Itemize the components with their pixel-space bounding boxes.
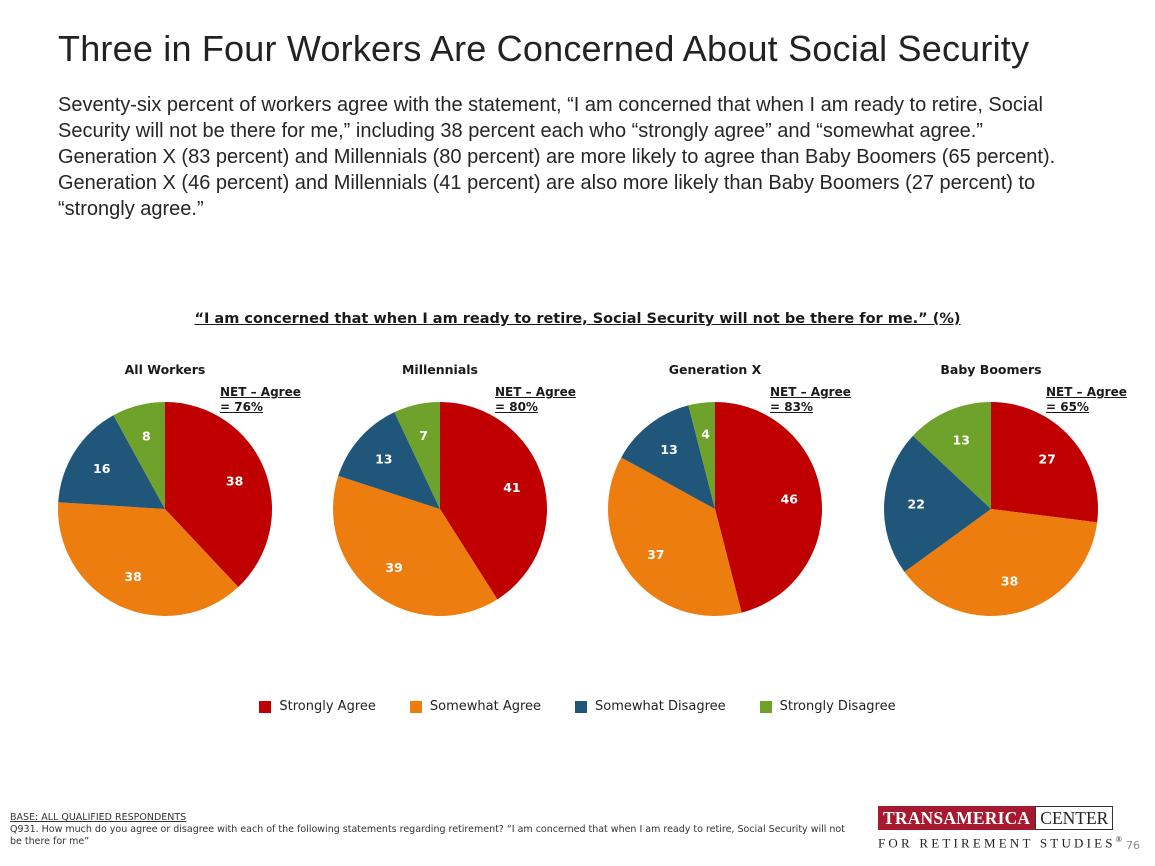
pie-slice-somewhat-disagree (621, 405, 715, 509)
pie-data-label: 46 (781, 492, 799, 507)
pie-data-label: 38 (226, 473, 243, 488)
pie-data-label: 38 (1001, 574, 1018, 589)
pie-slice-somewhat-disagree (58, 415, 166, 509)
pie-slice-strongly-agree (715, 402, 822, 613)
legend-swatch (409, 700, 422, 713)
pie-slice-somewhat-agree (904, 509, 1098, 616)
footnote: BASE: ALL QUALIFIED RESPONDENTS Q931. Ho… (10, 812, 850, 848)
pie-slice-strongly-disagree (113, 402, 165, 509)
chart-title: “I am concerned that when I am ready to … (194, 311, 961, 327)
pie-slice-somewhat-agree (608, 457, 742, 616)
pie-data-label: 41 (503, 480, 520, 495)
transamerica-logo: TRANSAMERICA CENTER FOR RETIREMENT STUDI… (878, 806, 1122, 858)
pie-data-label: 37 (647, 547, 664, 562)
pie-slice-somewhat-disagree (338, 412, 440, 509)
net-label-line1: NET – Agree (770, 385, 851, 399)
pie-slice-strongly-agree (165, 402, 272, 587)
pie-data-label: 13 (953, 432, 970, 447)
pie-data-label: 8 (142, 428, 151, 443)
pie-data-label: 16 (93, 461, 111, 476)
net-label-line1: NET – Agree (495, 385, 576, 399)
net-label-line2: = 76% (220, 400, 263, 414)
pie-slice-strongly-disagree (913, 402, 991, 509)
legend-label: Strongly Agree (279, 699, 376, 714)
pie-data-label: 4 (701, 427, 710, 442)
pie-slice-strongly-agree (991, 402, 1098, 523)
page-title: Three in Four Workers Are Concerned Abou… (58, 28, 1030, 69)
logo-word-center: CENTER (1035, 806, 1114, 830)
question-note: Q931. How much do you agree or disagree … (10, 824, 845, 847)
page-number: 76 (1126, 839, 1140, 852)
legend-label: Somewhat Disagree (595, 699, 726, 714)
legend-label: Somewhat Agree (429, 699, 542, 714)
pie-chart-all-workers: 38 38 16 8 (57, 402, 272, 616)
pie-data-label: 13 (660, 442, 677, 457)
legend-item-strongly-agree: Strongly Agree (259, 699, 376, 714)
legend-item-somewhat-disagree: Somewhat Disagree (575, 699, 726, 714)
intro-paragraph: Seventy-six percent of workers agree wit… (58, 94, 1056, 220)
pie-slice-somewhat-disagree (884, 435, 991, 572)
pie-title: All Workers (124, 362, 206, 377)
legend-label: Strongly Disagree (779, 699, 896, 714)
pie-title: Baby Boomers (940, 362, 1042, 377)
chart-legend: Strongly Agree Somewhat Agree Somewhat D… (0, 699, 1155, 714)
legend-swatch (759, 700, 772, 713)
legend-swatch (259, 700, 272, 713)
pie-slice-somewhat-agree (57, 502, 239, 616)
pie-title: Millennials (401, 362, 478, 377)
pie-data-label: 38 (124, 569, 141, 584)
pie-slice-strongly-disagree (688, 402, 715, 509)
pie-data-label: 22 (908, 496, 925, 511)
legend-swatch (575, 700, 588, 713)
pie-chart-generation-x: 46 37 13 4 (608, 402, 822, 616)
pie-block-baby-boomers: Baby Boomers NET – Agree = 65% 27 38 22 13 (884, 358, 1154, 628)
pie-data-label: 27 (1038, 451, 1055, 466)
pie-slice-somewhat-agree (333, 475, 498, 616)
pie-block-generation-x: Generation X NET – Agree = 83% 46 37 13 4 (608, 358, 878, 628)
pie-chart-baby-boomers: 27 38 22 13 (884, 402, 1098, 616)
pie-title: Generation X (668, 362, 762, 377)
net-agree-label: NET – Agree = 76% (220, 385, 301, 415)
legend-item-somewhat-agree: Somewhat Agree (409, 699, 542, 714)
pie-block-millennials: Millennials NET – Agree = 80% 41 39 13 7 (333, 358, 603, 628)
pie-block-all-workers: All Workers NET – Agree = 76% 38 38 16 8 (57, 358, 328, 628)
net-label-line2: = 80% (495, 400, 538, 414)
logo-registered-mark: ® (1115, 835, 1122, 844)
net-label-line1: NET – Agree (1046, 385, 1127, 399)
pie-chart-millennials: 41 39 13 7 (333, 402, 547, 616)
logo-word-transamerica: TRANSAMERICA (878, 806, 1036, 830)
pie-slice-strongly-disagree (394, 402, 440, 509)
pie-data-label: 7 (419, 428, 428, 443)
net-label-line2: = 83% (770, 400, 813, 414)
pie-slice-strongly-agree (440, 402, 547, 600)
base-note: BASE: ALL QUALIFIED RESPONDENTS (10, 812, 187, 823)
pie-data-label: 39 (385, 560, 402, 575)
net-agree-label: NET – Agree = 83% (770, 385, 851, 415)
legend-item-strongly-disagree: Strongly Disagree (759, 699, 896, 714)
logo-tagline: FOR RETIREMENT STUDIES (878, 835, 1116, 851)
net-agree-label: NET – Agree = 80% (495, 385, 576, 415)
pie-data-label: 13 (375, 451, 392, 466)
net-label-line2: = 65% (1046, 400, 1089, 414)
net-label-line1: NET – Agree (220, 385, 301, 399)
net-agree-label: NET – Agree = 65% (1046, 385, 1127, 415)
